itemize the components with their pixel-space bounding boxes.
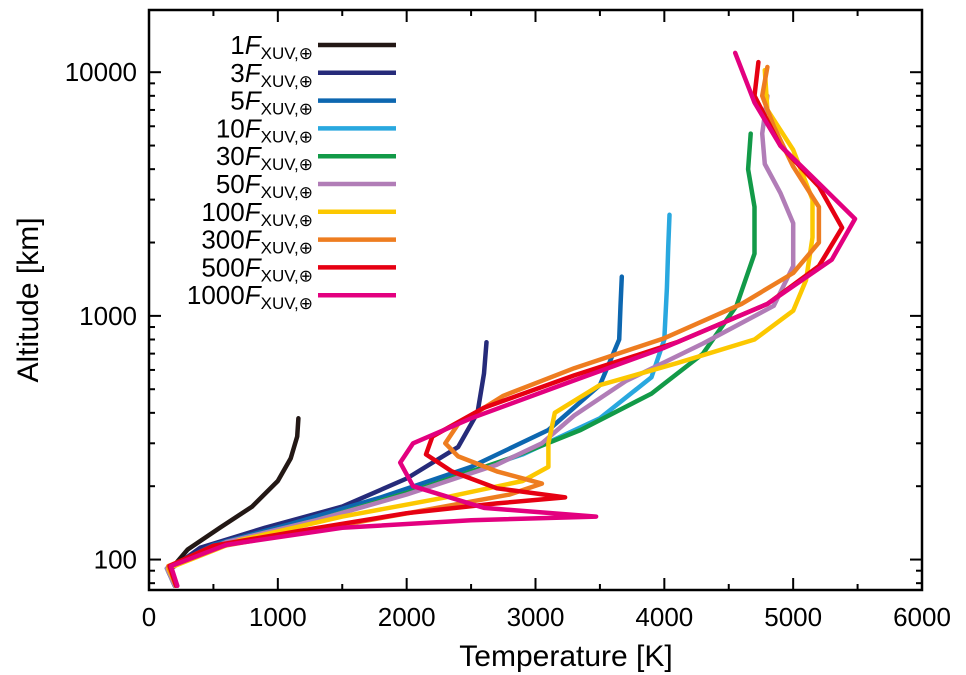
x-axis-title: Temperature [K] — [459, 640, 672, 673]
legend-item-100: 100FXUV,⊕ — [201, 197, 396, 230]
legend-label: 10FXUV,⊕ — [216, 113, 313, 146]
tick-labels: 0 1000 2000 3000 4000 5000 6000 100 1000 10000 — [65, 57, 951, 632]
legend-item-30: 30FXUV,⊕ — [216, 141, 396, 174]
y-tick-label: 100 — [94, 545, 137, 575]
legend-item-500: 500FXUV,⊕ — [201, 252, 396, 285]
y-axis-title: Altitude [km] — [12, 217, 45, 382]
legend-item-1: 1FXUV,⊕ — [230, 30, 396, 63]
legend-item-10: 10FXUV,⊕ — [216, 113, 396, 146]
x-tick-label: 3000 — [507, 602, 565, 632]
axis-ticks — [148, 10, 923, 590]
legend-label: 5FXUV,⊕ — [230, 86, 313, 119]
legend-item-1000: 1000FXUV,⊕ — [187, 280, 396, 313]
legend-label: 3FXUV,⊕ — [230, 58, 313, 91]
x-tick-label: 5000 — [764, 602, 822, 632]
x-tick-label: 1000 — [249, 602, 307, 632]
x-tick-label: 0 — [142, 602, 156, 632]
legend-label: 100FXUV,⊕ — [201, 197, 313, 230]
legend-item-5: 5FXUV,⊕ — [230, 86, 396, 119]
legend-item-3: 3FXUV,⊕ — [230, 58, 396, 91]
legend-item-300: 300FXUV,⊕ — [201, 225, 396, 258]
x-tick-label: 6000 — [893, 602, 951, 632]
legend-label: 300FXUV,⊕ — [201, 225, 313, 258]
y-tick-label: 1000 — [79, 301, 137, 331]
series-layer — [164, 50, 858, 589]
legend-label: 500FXUV,⊕ — [201, 252, 313, 285]
legend-label: 1FXUV,⊕ — [230, 30, 313, 63]
x-tick-label: 2000 — [378, 602, 436, 632]
legend-label: 1000FXUV,⊕ — [187, 280, 313, 313]
y-tick-label: 10000 — [65, 57, 137, 87]
legend-label: 50FXUV,⊕ — [216, 169, 313, 202]
legend-item-50: 50FXUV,⊕ — [216, 169, 396, 202]
x-tick-label: 4000 — [635, 602, 693, 632]
legend-label: 30FXUV,⊕ — [216, 141, 313, 174]
legend: 1FXUV,⊕3FXUV,⊕5FXUV,⊕10FXUV,⊕30FXUV,⊕50F… — [187, 30, 396, 313]
series-line-1000 — [168, 50, 858, 589]
